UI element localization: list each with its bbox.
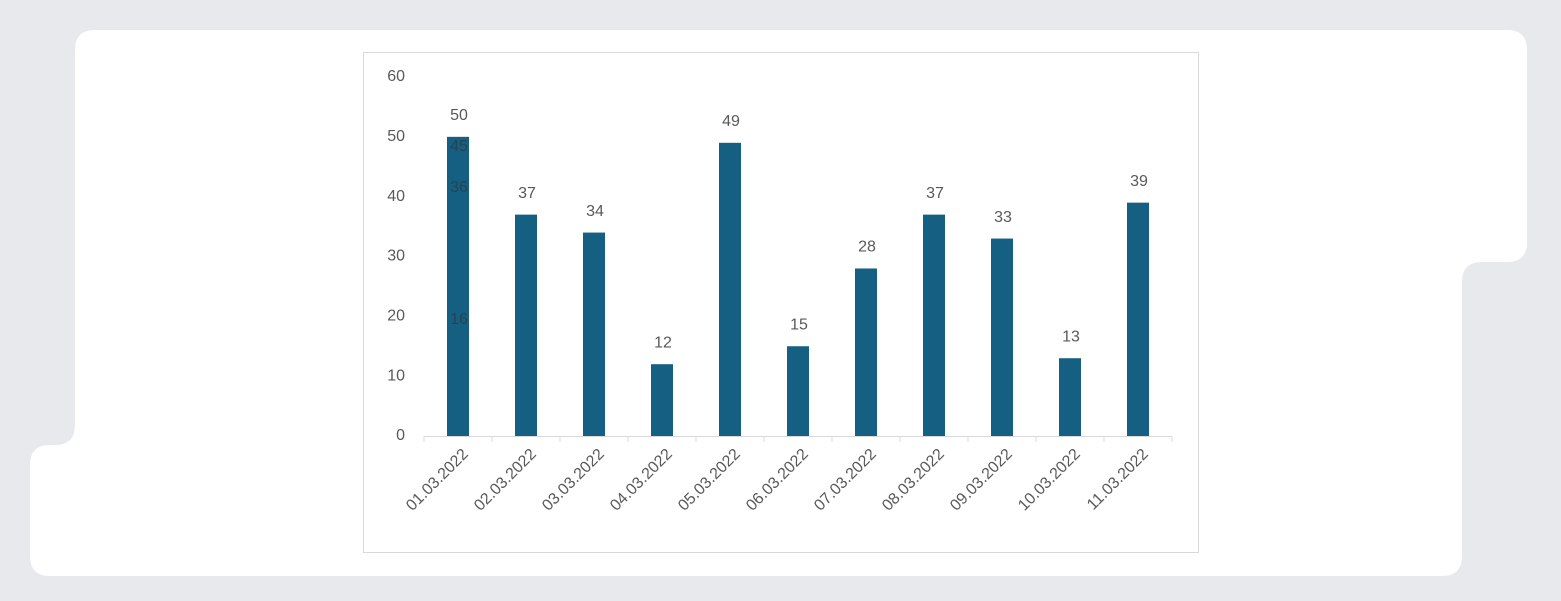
data-label: 15 bbox=[790, 316, 808, 333]
y-tick-label: 30 bbox=[387, 248, 405, 265]
y-tick-label: 50 bbox=[387, 128, 405, 145]
y-tick-label: 40 bbox=[387, 188, 405, 205]
bar bbox=[1059, 358, 1081, 436]
y-tick-label: 10 bbox=[387, 367, 405, 384]
data-label: 39 bbox=[1130, 173, 1148, 190]
data-label: 49 bbox=[722, 113, 740, 130]
bar bbox=[991, 238, 1013, 436]
bar bbox=[515, 214, 537, 436]
data-label: 37 bbox=[518, 185, 536, 202]
bar bbox=[787, 346, 809, 436]
data-label: 50 bbox=[450, 107, 468, 124]
chart-frame bbox=[363, 52, 1199, 553]
bar bbox=[651, 364, 673, 436]
bar bbox=[447, 136, 469, 437]
y-tick-label: 0 bbox=[396, 427, 405, 444]
bar bbox=[1127, 202, 1149, 436]
data-label: 37 bbox=[926, 185, 944, 202]
data-label: 12 bbox=[654, 334, 672, 351]
bar bbox=[583, 232, 605, 436]
annotation: 45 bbox=[450, 138, 468, 155]
data-label: 13 bbox=[1062, 328, 1080, 345]
annotation: 36 bbox=[450, 179, 468, 196]
data-label: 34 bbox=[586, 203, 604, 220]
data-label: 28 bbox=[858, 239, 876, 256]
data-label: 33 bbox=[994, 209, 1012, 226]
y-tick-label: 60 bbox=[387, 68, 405, 85]
bar bbox=[855, 268, 877, 436]
bar bbox=[923, 214, 945, 436]
y-tick-label: 20 bbox=[387, 308, 405, 325]
bar bbox=[719, 142, 741, 437]
annotation: 16 bbox=[450, 311, 468, 328]
